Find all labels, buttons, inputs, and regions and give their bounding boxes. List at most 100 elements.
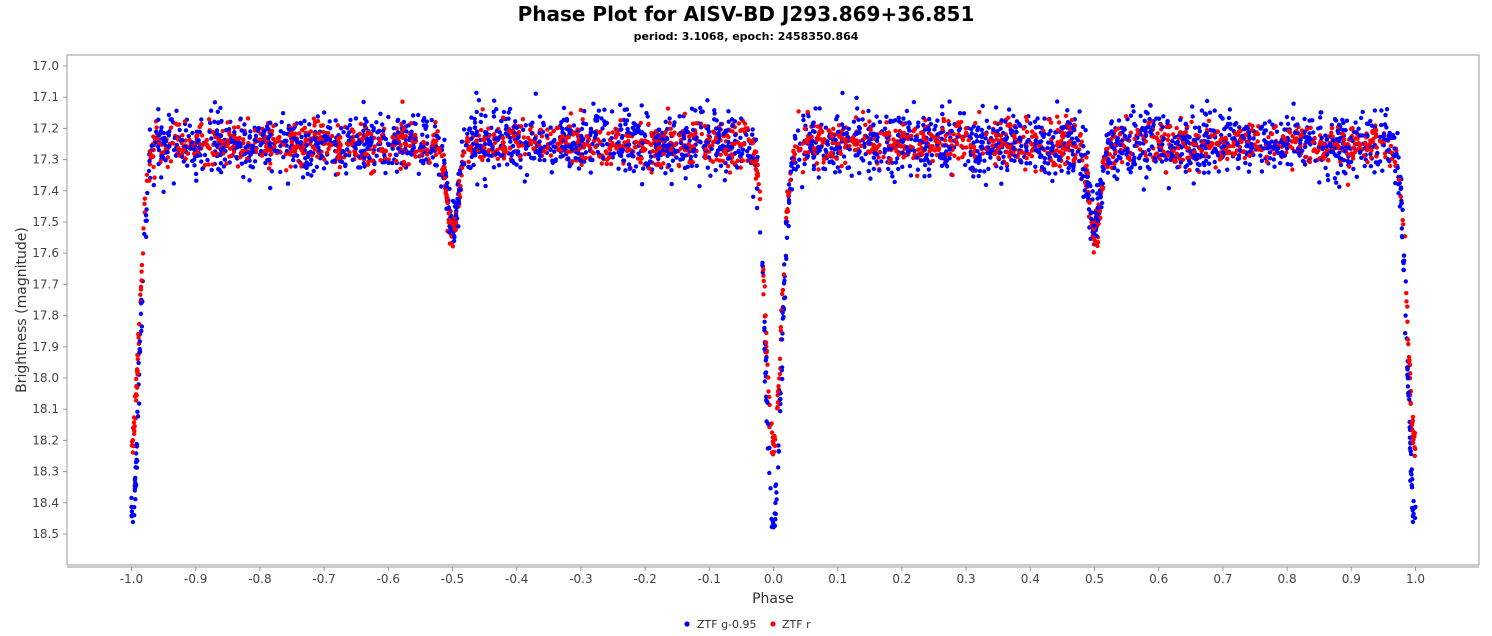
ztf-g-point — [304, 160, 309, 165]
ztf-r-point — [315, 118, 321, 124]
ztf-g-point — [459, 139, 465, 144]
ztf-g-point — [1336, 122, 1342, 128]
ztf-r-point — [202, 162, 208, 168]
ztf-g-point — [665, 126, 670, 132]
ztf-g-point — [526, 151, 532, 157]
ztf-r-point — [930, 158, 935, 164]
ztf-r-point — [977, 109, 982, 115]
ztf-r-point — [1272, 151, 1277, 157]
ztf-g-point — [867, 161, 872, 166]
ztf-g-point — [618, 102, 623, 108]
ztf-g-point — [1075, 149, 1081, 154]
ztf-g-point — [243, 159, 248, 165]
ztf-g-point — [155, 144, 161, 149]
ztf-g-point — [904, 108, 910, 114]
ztf-g-point — [385, 141, 391, 146]
ztf-r-point — [1247, 122, 1252, 127]
ztf-g-point — [715, 140, 721, 145]
ztf-g-point — [797, 157, 802, 162]
ztf-r-point — [205, 143, 210, 148]
ztf-g-point — [727, 156, 732, 161]
ztf-g-point — [1112, 174, 1117, 179]
ztf-g-point — [533, 136, 538, 141]
ztf-g-point — [209, 136, 214, 141]
ztf-r-point — [745, 126, 750, 131]
ztf-g-point — [692, 147, 697, 152]
ztf-g-point — [979, 127, 984, 133]
ztf-g-point — [1310, 118, 1315, 123]
ztf-g-point — [299, 134, 304, 140]
ztf-g-point — [1146, 147, 1152, 153]
ztf-g-point — [971, 124, 976, 129]
ztf-g-point — [971, 174, 976, 179]
ztf-g-point — [966, 159, 971, 164]
ztf-r-point — [1329, 125, 1335, 131]
ztf-r-point — [739, 127, 745, 133]
ztf-g-point — [639, 103, 644, 108]
ztf-g-point — [465, 131, 470, 136]
ztf-g-point — [302, 164, 307, 169]
ztf-r-point — [838, 151, 843, 156]
ztf-r-point — [528, 142, 534, 147]
ztf-g-point — [291, 153, 296, 159]
ztf-g-point — [267, 141, 272, 146]
ztf-r-point — [401, 126, 407, 131]
ztf-g-point — [1259, 169, 1265, 174]
ztf-g-point — [879, 159, 884, 164]
ztf-r-point — [633, 145, 638, 150]
ztf-g-point — [251, 149, 256, 154]
ztf-r-point — [312, 123, 317, 128]
ztf-g-point — [983, 182, 989, 188]
ztf-r-point — [780, 291, 785, 297]
ztf-g-point — [253, 133, 259, 138]
x-tick-label: -0.9 — [184, 572, 207, 586]
ztf-r-point — [668, 131, 673, 136]
ztf-g-point — [1149, 144, 1155, 149]
ztf-g-point — [453, 213, 459, 218]
ztf-r-point — [450, 244, 456, 249]
ztf-r-point — [357, 131, 362, 136]
ztf-g-point — [1115, 136, 1121, 141]
ztf-r-point — [814, 138, 820, 143]
ztf-g-point — [187, 123, 192, 128]
ztf-g-point — [1143, 109, 1149, 115]
ztf-g-point — [1012, 158, 1017, 163]
ztf-g-point — [324, 137, 329, 143]
ztf-r-point — [1023, 114, 1029, 120]
ztf-r-point — [350, 138, 355, 143]
ztf-g-point — [1319, 135, 1324, 141]
ztf-r-point — [131, 420, 137, 425]
ztf-g-point — [1042, 156, 1048, 161]
ztf-g-point — [421, 144, 426, 149]
ztf-g-point — [706, 129, 712, 135]
ztf-r-point — [772, 443, 778, 449]
ztf-g-point — [1081, 144, 1086, 149]
ztf-g-point — [1290, 116, 1296, 121]
ztf-g-point — [1337, 150, 1342, 155]
ztf-g-point — [474, 109, 479, 115]
ztf-g-point — [712, 111, 717, 116]
ztf-r-point — [478, 154, 483, 160]
ztf-g-point — [1154, 116, 1159, 121]
ztf-r-point — [690, 121, 696, 126]
ztf-g-point — [199, 117, 204, 122]
ztf-r-point — [336, 146, 342, 151]
ztf-g-point — [1190, 114, 1195, 119]
ztf-g-point — [496, 136, 501, 141]
ztf-g-point — [1109, 129, 1114, 134]
ztf-g-point — [1122, 133, 1128, 139]
ztf-g-point — [986, 125, 992, 130]
ztf-g-point — [1023, 145, 1029, 150]
ztf-r-point — [940, 126, 945, 132]
ztf-r-point — [717, 158, 722, 163]
ztf-r-point — [1352, 141, 1358, 146]
ztf-r-point — [993, 162, 998, 167]
ztf-g-point — [847, 147, 852, 152]
ztf-g-point — [927, 116, 932, 122]
ztf-g-point — [1106, 137, 1111, 143]
ztf-r-point — [796, 109, 801, 114]
ztf-r-point — [551, 129, 556, 134]
ztf-g-point — [248, 129, 253, 134]
ztf-r-point — [1066, 124, 1072, 129]
ztf-g-point — [1085, 180, 1090, 185]
